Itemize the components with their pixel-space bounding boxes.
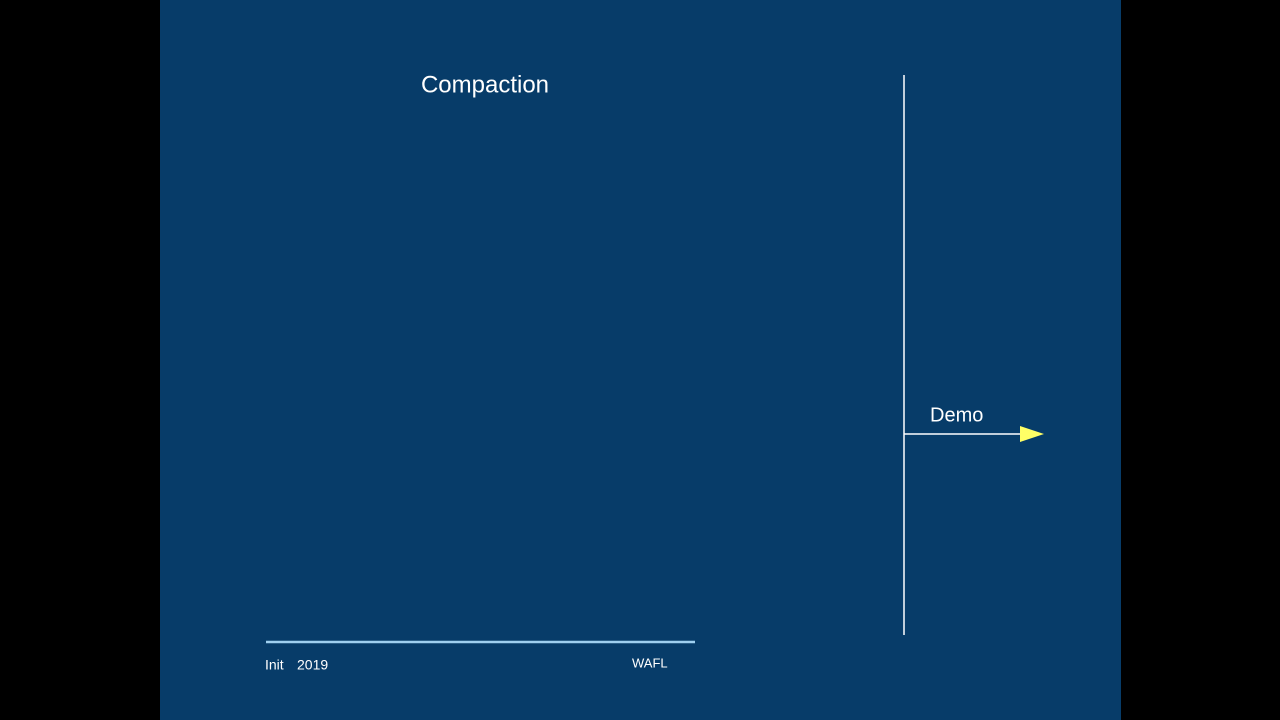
footer-left: Init	[265, 657, 284, 673]
side-label: Demo	[930, 404, 983, 426]
footer-right: WAFL	[632, 655, 668, 670]
slide	[160, 0, 1121, 720]
slide-title: Compaction	[421, 71, 549, 98]
arrow-head	[1020, 426, 1044, 442]
footer-year: 2019	[297, 657, 328, 673]
